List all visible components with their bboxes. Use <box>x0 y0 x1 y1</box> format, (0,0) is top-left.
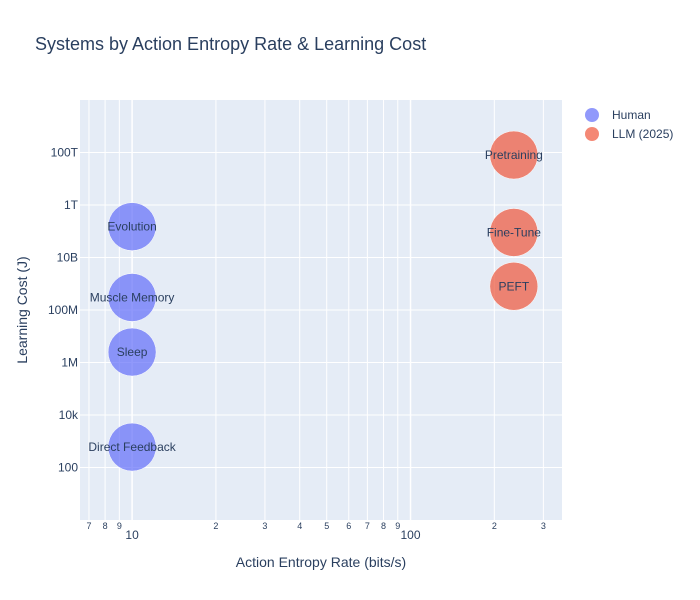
legend-marker[interactable] <box>585 127 599 141</box>
y-tick-label: 10B <box>57 251 78 265</box>
bubble-label: Muscle Memory <box>90 290 175 304</box>
bubble-direct-feedback[interactable] <box>107 422 157 472</box>
y-tick-label: 100 <box>58 461 78 475</box>
legend-label[interactable]: LLM (2025) <box>612 127 673 141</box>
x-minor-tick-label: 7 <box>86 521 91 531</box>
bubble-peft[interactable] <box>489 262 539 311</box>
bubble-pretraining[interactable] <box>489 130 539 180</box>
y-tick-label: 1T <box>64 198 79 212</box>
bubble-label: Sleep <box>117 345 148 359</box>
x-minor-tick-label: 8 <box>103 521 108 531</box>
x-minor-tick-label: 3 <box>262 521 267 531</box>
bubble-evolution[interactable] <box>107 202 157 251</box>
y-tick-label: 10k <box>59 408 79 422</box>
x-axis-ticks: 7 8 9 2 3 4 5 6 7 8 9 2 310 100 <box>86 521 545 542</box>
legend: Human LLM (2025) <box>585 108 673 141</box>
legend-label[interactable]: Human <box>612 108 651 122</box>
bubble-sleep[interactable] <box>107 327 157 377</box>
x-minor-tick-label: 6 <box>346 521 351 531</box>
data-points: Evolution Muscle Memory Sleep Direct Feedba… <box>88 130 543 472</box>
x-minor-tick-label: 4 <box>297 521 302 531</box>
legend-marker[interactable] <box>585 108 599 122</box>
bubble-label: Direct Feedback <box>88 440 176 454</box>
x-minor-tick-label: 8 <box>381 521 386 531</box>
x-minor-tick-label: 9 <box>117 521 122 531</box>
bubble-label: Pretraining <box>485 148 543 162</box>
x-axis-title: Action Entropy Rate (bits/s) <box>236 554 406 570</box>
x-minor-tick-label: 9 <box>395 521 400 531</box>
x-minor-tick-label: 2 <box>213 521 218 531</box>
y-tick-label: 1M <box>61 356 78 370</box>
x-minor-tick-label: 7 <box>365 521 370 531</box>
x-tick-label: 10 <box>125 528 139 542</box>
grid-lines <box>80 100 562 520</box>
x-minor-tick-label: 3 <box>541 521 546 531</box>
x-minor-tick-label: 2 <box>492 521 497 531</box>
plot-area: Evolution Muscle Memory Sleep Direct Feedba… <box>80 100 562 520</box>
x-tick-label: 100 <box>401 528 421 542</box>
bubble-fine-tune[interactable] <box>489 208 539 257</box>
bubble-label: Fine-Tune <box>487 225 542 239</box>
y-axis-ticks: 100 10k 1M 100M 10B 1T 100T <box>48 146 79 475</box>
y-axis-title: Learning Cost (J) <box>14 256 30 363</box>
x-minor-tick-label: 5 <box>324 521 329 531</box>
chart-title: Systems by Action Entropy Rate & Learnin… <box>35 34 426 54</box>
bubble-label: Evolution <box>107 220 156 234</box>
y-tick-label: 100T <box>51 146 79 160</box>
bubble-label: PEFT <box>498 279 529 293</box>
bubble-muscle-memory[interactable] <box>107 273 157 322</box>
y-tick-label: 100M <box>48 303 78 317</box>
